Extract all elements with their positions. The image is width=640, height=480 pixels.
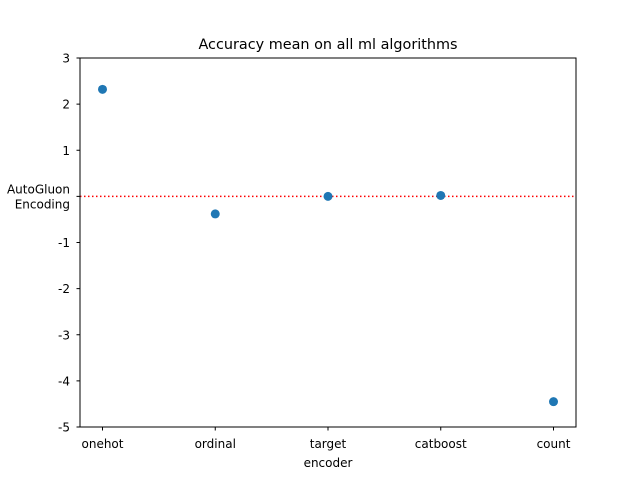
x-axis-label: encoder — [304, 456, 353, 470]
data-point-onehot — [98, 84, 107, 94]
y-tick-label: -4 — [58, 374, 70, 388]
y-tick-label: -5 — [58, 421, 70, 435]
data-point-target — [323, 191, 333, 201]
plot-area-frame — [79, 57, 577, 428]
y-tick-label: 2 — [62, 98, 70, 112]
y-tick-label: -3 — [58, 328, 70, 342]
x-tick-label-ordinal: ordinal — [195, 437, 236, 451]
x-tick-label-target: target — [310, 437, 347, 451]
data-point-catboost — [436, 190, 446, 200]
chart-title: Accuracy mean on all ml algorithms — [198, 37, 457, 53]
y-tick-label: -1 — [58, 236, 70, 250]
data-point-count — [549, 397, 558, 407]
y-tick-label: -2 — [58, 282, 70, 296]
y-tick-label: 3 — [62, 52, 70, 66]
y-tick-label: AutoGluon Encoding — [7, 182, 70, 211]
x-tick-label-catboost: catboost — [415, 437, 467, 451]
data-point-ordinal — [210, 209, 220, 219]
x-tick-label-count: count — [537, 437, 571, 451]
x-tick-label-onehot: onehot — [82, 437, 124, 451]
y-tick-label: 1 — [62, 144, 70, 158]
